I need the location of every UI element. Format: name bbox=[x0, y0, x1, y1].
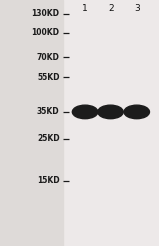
Text: 2: 2 bbox=[108, 4, 114, 13]
Text: 100KD: 100KD bbox=[32, 28, 60, 37]
Text: 130KD: 130KD bbox=[32, 9, 60, 18]
Text: 55KD: 55KD bbox=[37, 73, 60, 82]
Text: 15KD: 15KD bbox=[37, 176, 60, 185]
Ellipse shape bbox=[124, 105, 149, 119]
Text: 35KD: 35KD bbox=[37, 108, 60, 116]
Ellipse shape bbox=[72, 105, 98, 119]
Text: 1: 1 bbox=[82, 4, 88, 13]
Text: 25KD: 25KD bbox=[37, 135, 60, 143]
Ellipse shape bbox=[98, 105, 123, 119]
Bar bbox=[0, 0, 63, 246]
Text: 3: 3 bbox=[135, 4, 140, 13]
Text: 70KD: 70KD bbox=[37, 53, 60, 62]
